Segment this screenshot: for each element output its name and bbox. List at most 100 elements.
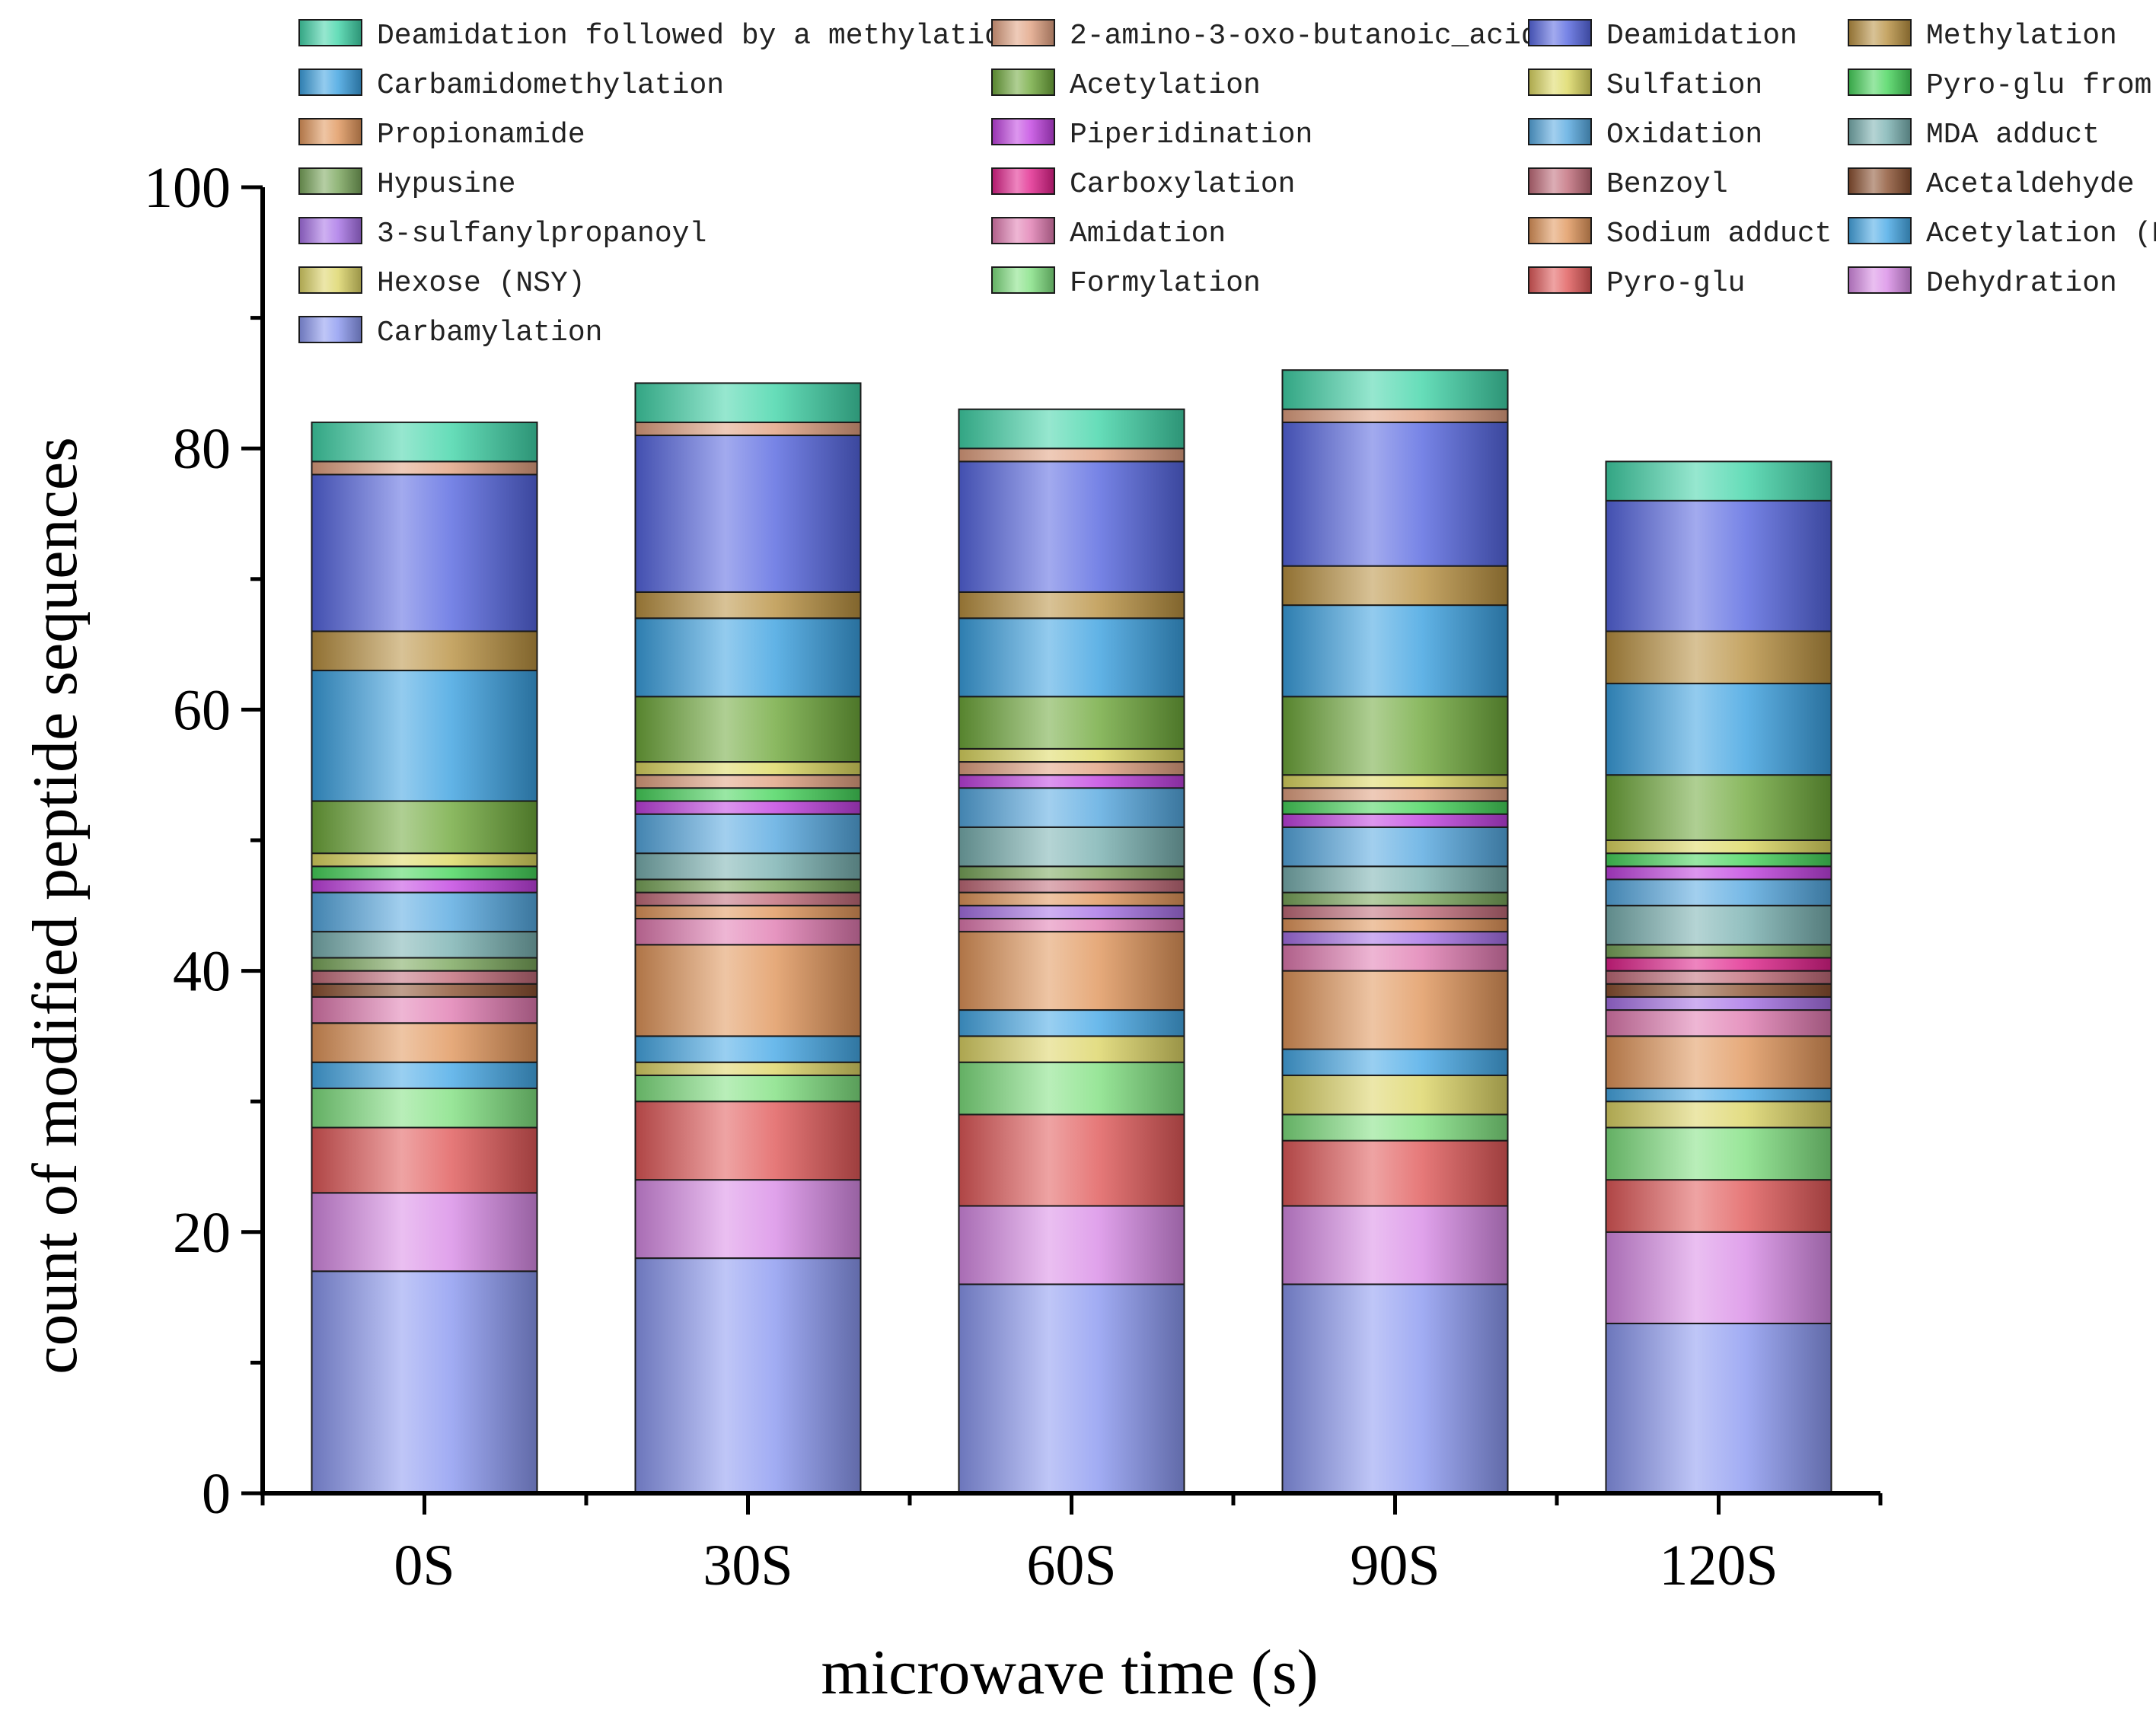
- legend-swatch: [991, 68, 1055, 96]
- legend-label: Carbamylation: [377, 317, 602, 349]
- bar-segment-30s-4: [634, 1061, 862, 1076]
- bar-segment-0s-17: [311, 865, 538, 881]
- bar-segment-120s-8: [1605, 995, 1832, 1011]
- bar-segment-0s-25: [311, 421, 538, 463]
- bar-segment-0s-19: [311, 852, 538, 868]
- bar-segment-90s-7: [1281, 944, 1509, 972]
- bar-segment-120s-14: [1605, 904, 1832, 946]
- bar-segment-0s-23: [311, 473, 538, 632]
- legend-label: Amidation: [1070, 218, 1226, 250]
- legend-label: Dehydration: [1926, 267, 2117, 300]
- bar-segment-60s-16: [958, 774, 1185, 789]
- bars-layer: [311, 369, 1832, 1495]
- bar-segment-30s-13: [634, 878, 862, 894]
- bar-segment-30s-16: [634, 800, 862, 815]
- legend-label: Carbamidomethylation: [377, 69, 724, 102]
- legend-swatch: [298, 19, 362, 46]
- bar-segment-120s-19: [1605, 839, 1832, 855]
- bar-segment-0s-1: [311, 1192, 538, 1273]
- bar-segment-120s-21: [1605, 683, 1832, 776]
- x-tick-label: 60S: [1026, 1534, 1116, 1598]
- bar-segment-90s-20: [1281, 696, 1509, 776]
- bar-segment-0s-20: [311, 800, 538, 855]
- legend-label: Methylation: [1926, 20, 2117, 53]
- legend-label: Piperidination: [1070, 119, 1312, 151]
- bar-segment-0s-0: [311, 1270, 538, 1495]
- bar-segment-120s-13: [1605, 944, 1832, 959]
- legend-label: Deamidation: [1606, 20, 1797, 53]
- legend-swatch: [1848, 19, 1912, 46]
- legend-label: Formylation: [1070, 267, 1261, 300]
- legend-swatch: [298, 68, 362, 96]
- bar-segment-90s-13: [1281, 891, 1509, 906]
- bar-segment-60s-3: [958, 1061, 1185, 1116]
- bar-segment-90s-4: [1281, 1074, 1509, 1116]
- bar-segment-90s-21: [1281, 604, 1509, 698]
- x-tick-label: 0S: [394, 1534, 454, 1598]
- legend-swatch: [1528, 118, 1592, 145]
- legend-label: Acetylation: [1070, 69, 1261, 102]
- y-tick-label: 0: [202, 1462, 231, 1526]
- bar-segment-30s-7: [634, 917, 862, 946]
- legend-label: Oxidation: [1606, 119, 1762, 151]
- legend-label: 3-sulfanylpropanoyl: [377, 218, 706, 250]
- bar-segment-60s-20: [958, 696, 1185, 750]
- legend-swatch: [298, 266, 362, 294]
- legend-label: MDA adduct: [1926, 119, 2100, 151]
- bar-segment-120s-20: [1605, 774, 1832, 842]
- bar-segment-30s-2: [634, 1101, 862, 1181]
- legend-label: Hypusine: [377, 168, 515, 201]
- legend-swatch: [1528, 68, 1592, 96]
- legend-swatch: [298, 217, 362, 244]
- bar-segment-0s-21: [311, 669, 538, 802]
- legend-swatch: [1848, 68, 1912, 96]
- bar-segment-60s-0: [958, 1283, 1185, 1494]
- bar-segment-0s-13: [311, 957, 538, 972]
- bar-segment-0s-15: [311, 891, 538, 933]
- bar-segment-0s-9: [311, 983, 538, 998]
- bar-segment-30s-21: [634, 617, 862, 698]
- bar-segment-60s-11: [958, 878, 1185, 894]
- bar-segment-30s-0: [634, 1257, 862, 1494]
- legend-label: Deamidation followed by a methylation: [377, 20, 1019, 53]
- x-tick-label: 30S: [703, 1534, 793, 1598]
- bar-segment-90s-18: [1281, 787, 1509, 802]
- bar-segment-120s-0: [1605, 1322, 1832, 1495]
- bar-segment-90s-0: [1281, 1283, 1509, 1494]
- bar-segment-90s-23: [1281, 421, 1509, 567]
- bar-segment-60s-25: [958, 408, 1185, 450]
- legend-label: Carboxylation: [1070, 168, 1295, 201]
- bar-segment-90s-25: [1281, 369, 1509, 410]
- bar-segment-90s-16: [1281, 813, 1509, 828]
- bar-segment-30s-24: [634, 421, 862, 437]
- bar-segment-0s-14: [311, 931, 538, 959]
- legend-swatch: [1528, 217, 1592, 244]
- legend-swatch: [1848, 118, 1912, 145]
- legend-swatch: [991, 217, 1055, 244]
- bar-segment-90s-24: [1281, 408, 1509, 423]
- bar-segment-30s-6: [634, 944, 862, 1037]
- legend-swatch: [298, 167, 362, 195]
- bar-segment-60s-23: [958, 460, 1185, 593]
- bar-segment-120s-6: [1605, 1035, 1832, 1090]
- bar-segment-90s-22: [1281, 565, 1509, 607]
- bar-segment-120s-12: [1605, 957, 1832, 972]
- bar-segment-30s-17: [634, 787, 862, 802]
- y-tick-label: 40: [173, 940, 231, 1004]
- legend-swatch: [991, 266, 1055, 294]
- legend: Deamidation followed by a methylation Car…: [298, 19, 2156, 349]
- bar-segment-90s-6: [1281, 970, 1509, 1050]
- bar-segment-90s-10: [1281, 917, 1509, 933]
- legend-swatch: [1528, 266, 1592, 294]
- legend-swatch: [991, 167, 1055, 195]
- bar-segment-60s-19: [958, 747, 1185, 763]
- legend-swatch: [1848, 217, 1912, 244]
- bar-segment-120s-25: [1605, 460, 1832, 502]
- bar-segment-30s-22: [634, 591, 862, 620]
- bar-segment-0s-22: [311, 630, 538, 671]
- bar-segment-60s-18: [958, 761, 1185, 776]
- legend-swatch: [1848, 266, 1912, 294]
- bar-segment-120s-22: [1605, 630, 1832, 685]
- bar-segment-0s-11: [311, 970, 538, 985]
